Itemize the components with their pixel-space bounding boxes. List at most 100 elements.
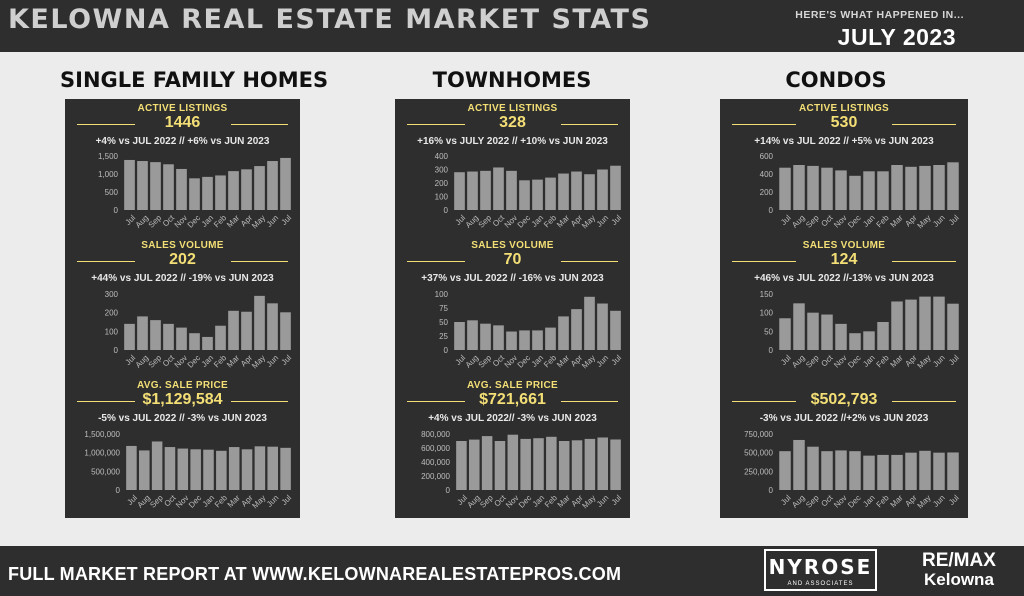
x-tick-label: Jun xyxy=(595,353,610,368)
bar xyxy=(176,168,187,210)
bar xyxy=(821,314,833,350)
bar xyxy=(891,454,903,490)
bar xyxy=(126,445,137,490)
y-tick-label: 1,500,000 xyxy=(84,430,120,439)
bar xyxy=(241,169,252,210)
x-tick-label: Dec xyxy=(846,353,862,369)
y-tick-label: 400 xyxy=(435,152,449,161)
x-tick-label: Dec xyxy=(846,213,862,229)
bar xyxy=(532,330,543,350)
bar xyxy=(202,336,213,350)
accent-line-left xyxy=(77,401,135,402)
bar xyxy=(519,330,530,350)
y-tick-label: 75 xyxy=(439,304,448,313)
y-tick-label: 200 xyxy=(105,309,119,318)
bar xyxy=(558,441,570,490)
x-tick-label: Nov xyxy=(832,493,848,509)
accent-line-right xyxy=(230,401,288,402)
bar xyxy=(610,165,621,210)
x-tick-label: Jun xyxy=(931,353,946,368)
remax-logo: RE/MAX Kelowna xyxy=(922,551,996,589)
accent-line-right xyxy=(560,401,618,402)
y-tick-label: 500 xyxy=(105,188,119,197)
x-tick-label: Jan xyxy=(861,213,876,228)
x-tick-label: Mar xyxy=(889,493,905,509)
x-tick-label: May xyxy=(916,493,933,510)
y-tick-label: 600 xyxy=(760,152,774,161)
bar-chart: 1,5001,0005000JulAugSepOctNovDecJanFebMa… xyxy=(98,152,293,230)
bar xyxy=(467,320,478,350)
y-tick-label: 400 xyxy=(760,170,774,179)
bar xyxy=(467,171,478,210)
accent-line-left xyxy=(77,261,135,262)
bar xyxy=(267,161,278,210)
bar xyxy=(821,167,833,210)
bar xyxy=(545,327,556,350)
bar xyxy=(228,171,239,210)
bar xyxy=(519,180,530,210)
y-tick-label: 0 xyxy=(444,346,449,355)
bar xyxy=(280,312,291,350)
accent-line-right xyxy=(230,124,288,125)
section-label: ACTIVE LISTINGS xyxy=(467,103,558,114)
bar xyxy=(454,172,465,210)
y-tick-label: 100 xyxy=(760,309,774,318)
page-title: KELOWNA REAL ESTATE MARKET STATS xyxy=(8,4,652,35)
section-value: 530 xyxy=(830,114,858,131)
bar xyxy=(933,452,945,490)
bar-chart: 3002001000JulAugSepOctNovDecJanFebMarApr… xyxy=(105,290,294,370)
bar xyxy=(919,165,931,210)
bar xyxy=(493,325,504,350)
section-value: 124 xyxy=(830,251,858,268)
x-tick-label: Dec xyxy=(846,493,862,509)
accent-line-left xyxy=(407,124,465,125)
accent-line-right xyxy=(230,261,288,262)
bar xyxy=(863,331,875,350)
bar xyxy=(807,312,819,350)
bar xyxy=(480,323,491,350)
column-title: SINGLE FAMILY HOMES xyxy=(60,68,329,92)
bar xyxy=(254,295,265,350)
section-change: +14% vs JUL 2022 // +5% vs JUN 2023 xyxy=(754,136,934,147)
y-tick-label: 300 xyxy=(435,166,449,175)
header-subtitle: HERE'S WHAT HAPPENED IN... xyxy=(795,9,964,21)
section-change: +46% vs JUL 2022 //-13% vs JUN 2023 xyxy=(754,273,934,284)
nyrose-logo-subtext: AND ASSOCIATES xyxy=(787,581,854,587)
bar xyxy=(280,447,291,490)
bar xyxy=(891,301,903,350)
bar xyxy=(454,322,465,350)
bar xyxy=(863,455,875,490)
y-tick-label: 100 xyxy=(435,193,449,202)
bar xyxy=(506,331,517,350)
report-link[interactable]: FULL MARKET REPORT AT WWW.KELOWNAREALEST… xyxy=(8,564,622,584)
section-label: ACTIVE LISTINGS xyxy=(798,103,890,114)
bar xyxy=(779,318,791,350)
y-tick-label: 200,000 xyxy=(421,472,450,481)
bar xyxy=(203,449,214,490)
x-tick-label: Aug xyxy=(790,353,806,369)
bar xyxy=(584,296,595,350)
bar-chart: 800,000600,000400,000200,0000JulAugSepOc… xyxy=(421,430,623,510)
bar xyxy=(835,323,847,350)
y-tick-label: 0 xyxy=(114,206,119,215)
bar xyxy=(584,438,596,490)
section-label: AVG. SALE PRICE xyxy=(467,380,558,391)
x-tick-label: Feb xyxy=(875,353,892,370)
header-period: JULY 2023 xyxy=(837,24,956,50)
section-change: -5% vs JUL 2022 // -3% vs JUN 2023 xyxy=(98,413,267,424)
accent-line-left xyxy=(77,124,135,125)
section-value: $721,661 xyxy=(479,391,546,408)
bar xyxy=(493,167,504,210)
footer-bar xyxy=(0,546,1024,596)
bar xyxy=(190,449,201,490)
bar xyxy=(571,171,582,210)
x-tick-label: Feb xyxy=(875,213,892,230)
x-tick-label: Sep xyxy=(804,213,821,230)
y-tick-label: 50 xyxy=(764,327,773,336)
accent-line-right xyxy=(892,261,956,262)
x-tick-label: Jun xyxy=(595,213,610,228)
section-change: +4% vs JUL 2022// -3% vs JUN 2023 xyxy=(428,413,597,424)
x-tick-label: Feb xyxy=(875,493,892,510)
section-change: +44% vs JUL 2022 // -19% vs JUN 2023 xyxy=(91,273,274,284)
y-tick-label: 100 xyxy=(105,327,119,336)
